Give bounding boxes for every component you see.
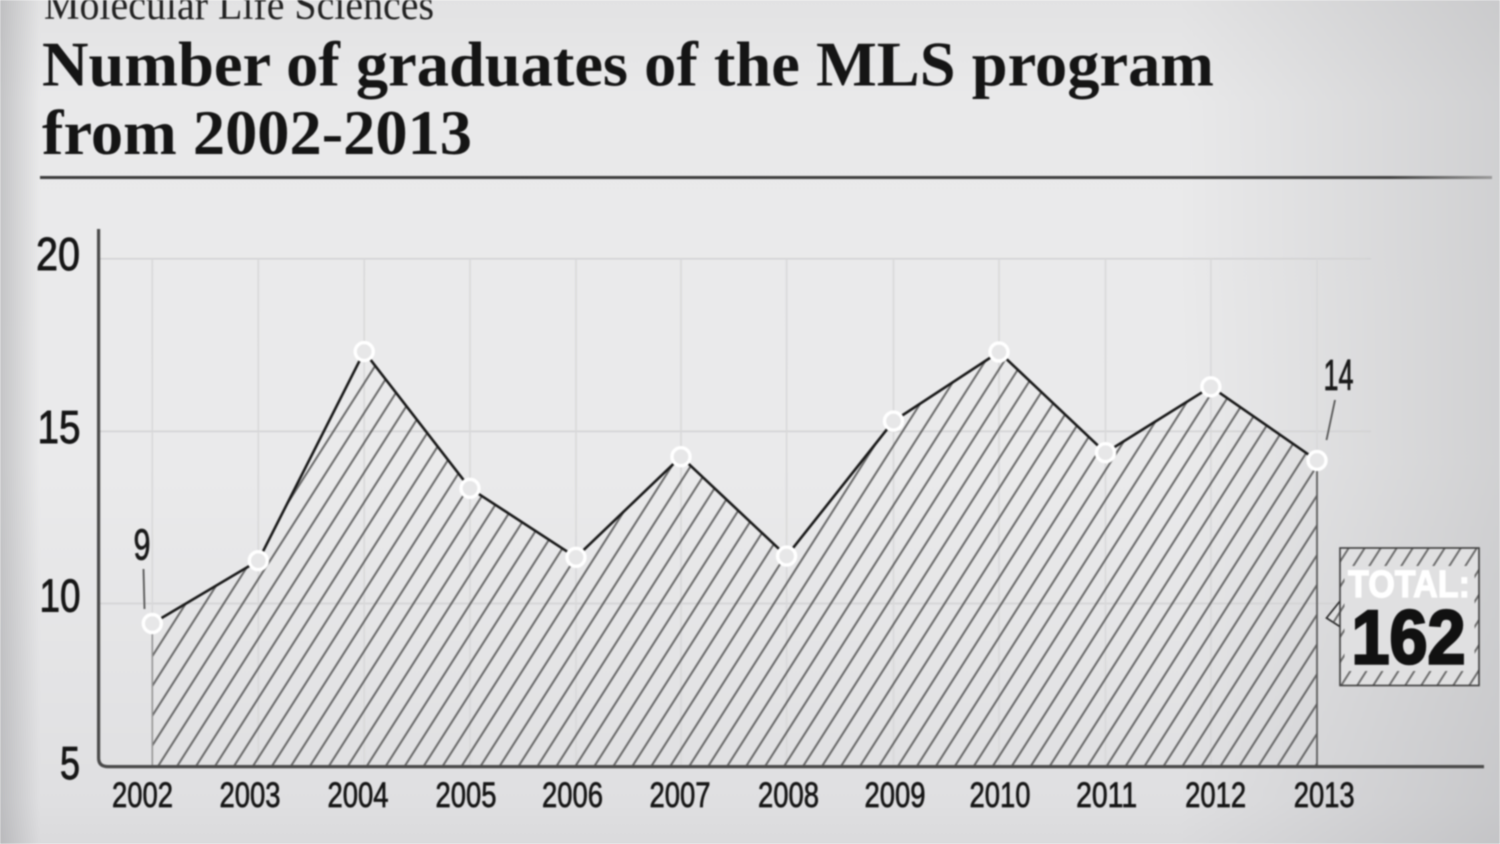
svg-text:Molecular Life Sciences: Molecular Life Sciences: [44, 0, 434, 29]
svg-text:20: 20: [36, 228, 80, 280]
svg-text:2007: 2007: [650, 776, 711, 815]
svg-text:15: 15: [38, 401, 81, 453]
svg-text:5: 5: [60, 737, 80, 789]
svg-text:9: 9: [134, 521, 151, 570]
svg-text:2010: 2010: [970, 776, 1031, 815]
svg-text:from 2002-2013: from 2002-2013: [42, 97, 472, 168]
svg-text:10: 10: [40, 570, 81, 622]
svg-text:2005: 2005: [436, 776, 497, 815]
svg-text:2002: 2002: [112, 776, 173, 815]
svg-text:2011: 2011: [1076, 776, 1137, 815]
svg-text:2013: 2013: [1294, 776, 1355, 815]
svg-text:162: 162: [1352, 596, 1466, 681]
svg-text:2012: 2012: [1185, 776, 1246, 815]
svg-text:14: 14: [1324, 351, 1354, 400]
svg-text:2003: 2003: [220, 776, 281, 815]
svg-text:2009: 2009: [865, 776, 926, 815]
svg-text:2008: 2008: [758, 776, 819, 815]
svg-text:TOTAL:: TOTAL:: [1348, 564, 1470, 606]
svg-text:2006: 2006: [542, 776, 603, 815]
svg-text:Number of graduates of the MLS: Number of graduates of the MLS program: [42, 29, 1214, 100]
svg-text:2004: 2004: [328, 776, 389, 815]
